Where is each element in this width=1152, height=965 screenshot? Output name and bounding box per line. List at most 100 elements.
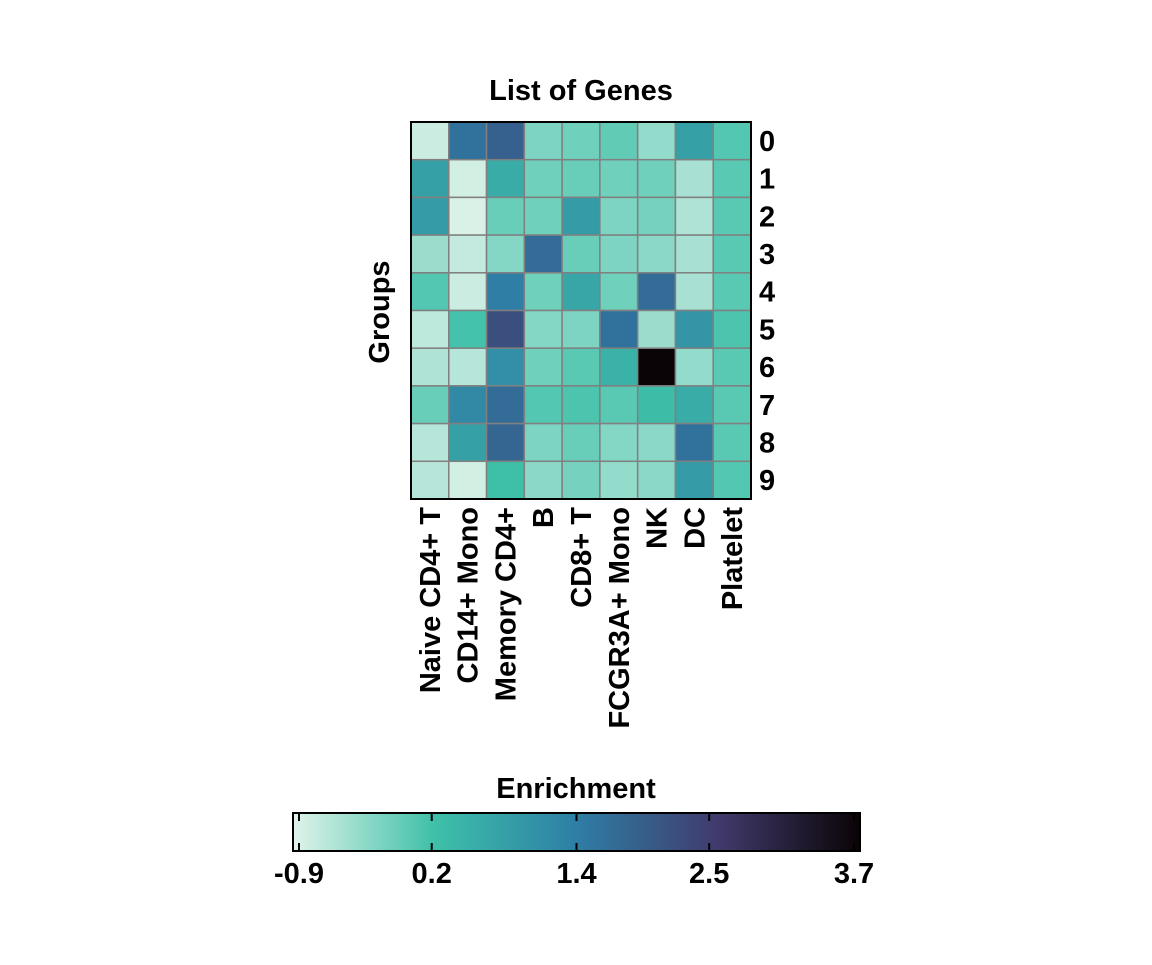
heatmap-cell [712, 121, 752, 161]
heatmap-cell [674, 272, 714, 312]
heatmap-cell [410, 347, 450, 387]
heatmap-cell [712, 234, 752, 274]
heatmap-cell [636, 196, 677, 236]
heatmap-cell [636, 121, 677, 161]
heatmap-cell [674, 460, 714, 500]
heatmap-cell [410, 234, 450, 274]
heatmap-cell [410, 272, 450, 312]
heatmap-cell [485, 385, 526, 425]
row-label: 2 [759, 201, 775, 233]
column-label: NK [642, 507, 674, 549]
heatmap-cell [523, 460, 563, 500]
heatmap-cell [448, 309, 488, 349]
heatmap-cells [410, 121, 752, 500]
row-label: 4 [759, 277, 775, 309]
heatmap-cell [674, 158, 714, 199]
heatmap-cell [561, 158, 601, 199]
row-label: 7 [759, 390, 775, 422]
heatmap-cell [561, 309, 601, 349]
chart-title: List of Genes [489, 75, 673, 107]
row-label: 0 [759, 126, 775, 158]
heatmap-cell [599, 385, 639, 425]
heatmap-cell [523, 347, 563, 387]
heatmap-cell [636, 385, 677, 425]
y-axis-label: Groups [364, 260, 396, 363]
heatmap-cell [561, 272, 601, 312]
row-label: 9 [759, 465, 775, 497]
heatmap-cell [674, 196, 714, 236]
heatmap-cell [599, 121, 639, 161]
heatmap-cell [712, 272, 752, 312]
column-label: Memory CD4+ [490, 507, 522, 701]
heatmap-cell [485, 460, 526, 500]
heatmap-cell [636, 422, 677, 463]
heatmap-cell [523, 234, 563, 274]
heatmap-cell [410, 385, 450, 425]
heatmap-cell [636, 234, 677, 274]
heatmap-cell [674, 422, 714, 463]
heatmap-cell [448, 272, 488, 312]
column-label: FCGR3A+ Mono [604, 507, 636, 729]
heatmap-cell [674, 121, 714, 161]
heatmap-cell [561, 347, 601, 387]
heatmap-cell [448, 196, 488, 236]
heatmap-cell [636, 460, 677, 500]
heatmap-cell [712, 422, 752, 463]
heatmap-cell [712, 158, 752, 199]
row-labels: 0 1 2 3 4 5 6 7 8 9 [759, 126, 775, 497]
column-labels: Naive CD4+ T CD14+ Mono Memory CD4+ B CD8+ T… [415, 507, 749, 729]
column-label: CD14+ Mono [453, 507, 485, 683]
heatmap-cell [712, 460, 752, 500]
column-label: B [528, 507, 560, 528]
heatmap-cell [599, 422, 639, 463]
heatmap-cell [448, 347, 488, 387]
heatmap-cell [485, 272, 526, 312]
heatmap-cell [636, 272, 677, 312]
heatmap-cell [599, 460, 639, 500]
heatmap-cell [485, 309, 526, 349]
row-label: 6 [759, 352, 775, 384]
heatmap-cell [599, 347, 639, 387]
heatmap-cell [599, 234, 639, 274]
heatmap-cell [448, 385, 488, 425]
heatmap-cell [448, 460, 488, 500]
row-label: 5 [759, 314, 775, 346]
column-label: DC [679, 507, 711, 549]
colorbar-tick-label: 2.5 [689, 858, 729, 890]
heatmap-cell [674, 385, 714, 425]
row-label: 3 [759, 239, 775, 271]
heatmap-cell [523, 385, 563, 425]
heatmap-cell [410, 158, 450, 199]
heatmap-cell [674, 347, 714, 387]
heatmap-cell [712, 385, 752, 425]
heatmap-cell [448, 121, 488, 161]
row-label: 8 [759, 427, 775, 459]
heatmap-cell [410, 196, 450, 236]
plot-frame [410, 121, 752, 500]
heatmap-cell [599, 158, 639, 199]
heatmap-cell [485, 121, 526, 161]
heatmap-cell [485, 347, 526, 387]
heatmap-cell [561, 385, 601, 425]
heatmap-cell [485, 158, 526, 199]
colorbar-ticks: -0.9 0.2 1.4 2.5 3.7 [274, 813, 874, 890]
colorbar-tick-label: 1.4 [556, 858, 596, 890]
heatmap-cell [561, 196, 601, 236]
column-label: Naive CD4+ T [415, 507, 447, 693]
heatmap-cell [712, 196, 752, 236]
heatmap-cell [674, 234, 714, 274]
heatmap-cell [485, 196, 526, 236]
heatmap-cell [523, 158, 563, 199]
heatmap-cell [712, 309, 752, 349]
heatmap-cell [599, 272, 639, 312]
column-label: Platelet [717, 507, 749, 610]
heatmap-cell [485, 234, 526, 274]
heatmap-cell [561, 460, 601, 500]
heatmap-cell [523, 309, 563, 349]
heatmap-cell [448, 234, 488, 274]
heatmap-cell [410, 460, 450, 500]
heatmap-cell [712, 347, 752, 387]
heatmap-cell [448, 158, 488, 199]
heatmap-cell [636, 158, 677, 199]
